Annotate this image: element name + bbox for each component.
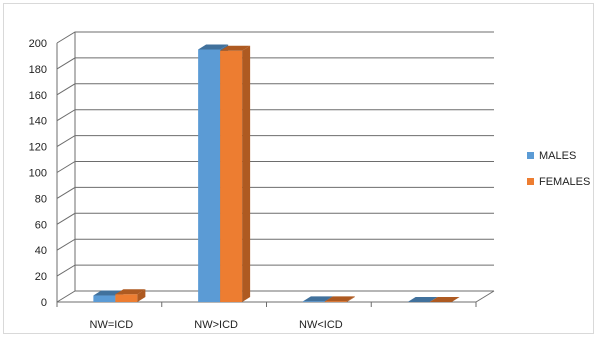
bar-front-face — [115, 294, 138, 302]
bar-front-face — [302, 301, 325, 302]
legend-label-females: FEMALES — [539, 176, 590, 188]
y-tick-label: 40 — [35, 245, 47, 257]
y-tick-label: 20 — [35, 271, 47, 283]
bar-males-empty — [407, 297, 438, 302]
bar-side-face — [242, 45, 251, 303]
y-tick-label: 160 — [29, 90, 47, 102]
bar-front-face — [93, 295, 116, 302]
y-tick-label: 60 — [35, 219, 47, 231]
bars — [93, 44, 460, 303]
bar-females-NW=ICD — [115, 289, 146, 302]
bar-top-face — [198, 44, 229, 50]
bar-females-NW>ICD — [220, 45, 251, 303]
gridlines — [56, 31, 494, 303]
gridline — [56, 186, 494, 199]
bar-females-empty — [429, 297, 460, 302]
y-tick-label: 200 — [29, 38, 47, 50]
gridline — [56, 135, 494, 148]
floor-right-edge — [475, 290, 495, 303]
gridline — [56, 212, 494, 225]
bar-top-face — [115, 289, 146, 295]
y-tick-label: 100 — [29, 168, 47, 180]
gridline — [56, 57, 494, 70]
gridline — [56, 161, 494, 173]
legend-swatch-males — [527, 152, 534, 159]
y-tick-label: 0 — [41, 297, 47, 309]
gridline — [56, 83, 494, 96]
bar-top-face — [220, 45, 251, 51]
bar-top-face — [429, 297, 460, 302]
gridline — [56, 31, 494, 44]
gridline — [56, 264, 494, 277]
y-tick-labels: 0 20 40 60 80 100 120 140 160 180 200 — [29, 38, 47, 309]
x-tick-labels: NW=ICD NW>ICD NW<ICD — [90, 319, 343, 331]
bar-front-face — [324, 301, 347, 302]
bar-top-face — [324, 296, 355, 302]
axes — [56, 32, 495, 307]
bar-front-face — [220, 50, 243, 302]
y-tick-label: 140 — [29, 116, 47, 128]
y-tick-label: 180 — [29, 64, 47, 76]
y-tick-label: 80 — [35, 193, 47, 205]
bar-females-NW<ICD — [324, 296, 355, 302]
bar-front-face — [198, 49, 221, 302]
legend-swatch-females — [527, 178, 534, 185]
x-tick-label: NW>ICD — [194, 319, 238, 331]
bar-side-face — [137, 289, 146, 302]
legend: MALES FEMALES — [527, 150, 590, 188]
gridline — [56, 238, 494, 251]
x-tick-label: NW=ICD — [90, 319, 134, 331]
bar-top-face — [407, 297, 438, 302]
gridline — [56, 109, 494, 122]
x-tick-label: NW<ICD — [299, 319, 343, 331]
bar-side-face — [346, 296, 355, 302]
legend-label-males: MALES — [539, 150, 576, 162]
y-tick-label: 120 — [29, 142, 47, 154]
bar-top-face — [302, 296, 333, 302]
